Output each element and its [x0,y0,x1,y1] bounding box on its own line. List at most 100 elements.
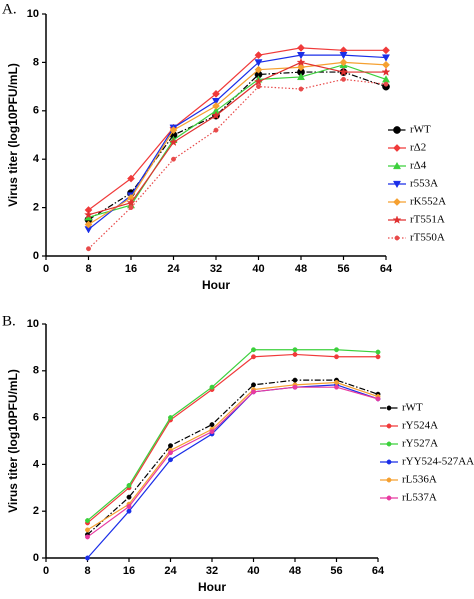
data-point [254,59,263,67]
data-point [381,54,391,62]
data-point [382,46,390,55]
y-tick-label: 2 [33,505,39,517]
y-tick-label: 10 [27,318,39,330]
y-axis-title: Virus titer (log10PFU/mL) [6,63,20,207]
series-line [88,47,386,211]
data-point [85,518,90,524]
legend-marker [386,405,392,411]
legend-label: r553A [410,178,438,190]
series-line [87,353,378,524]
series-line [87,384,379,559]
legend-label: rWT [410,124,431,136]
legend-marker [393,144,401,152]
series-line [88,78,387,250]
x-tick-label: 32 [206,565,218,577]
legend-marker [392,161,402,170]
y-tick-label: 6 [33,105,39,117]
y-tick-label: 8 [33,56,39,68]
data-point [296,57,306,67]
data-point [298,86,304,92]
y-tick-label: 4 [33,153,40,165]
data-point [168,457,173,463]
panel-label: A. [2,1,17,17]
data-point [85,527,90,533]
data-point [169,137,178,147]
data-point [85,534,90,540]
data-point [292,384,298,390]
data-point [209,384,215,390]
data-point [334,380,339,385]
data-point [168,443,173,449]
x-tick-label: 24 [164,565,177,577]
y-tick-label: 6 [33,412,39,424]
data-point [251,347,256,353]
data-point [209,422,215,428]
legend-label: rWT [402,402,423,414]
y-tick-label: 4 [33,458,40,470]
data-point [292,347,298,353]
series-line [87,349,379,522]
series-line [88,54,387,230]
data-point [296,72,306,81]
legend-label: rY527A [402,438,438,450]
data-point [127,174,135,183]
data-point [128,205,134,211]
x-tick-label: 40 [247,565,259,577]
x-tick-label: 56 [337,263,349,275]
x-tick-label: 8 [84,565,90,577]
data-point [171,156,176,162]
y-axis-title: Virus titer (log10PFU/mL) [6,369,20,513]
data-point [341,76,346,82]
y-tick-label: 0 [33,250,39,262]
legend-label: rL537A [402,492,437,504]
x-tick-label: 64 [372,565,385,577]
data-point [297,43,305,52]
data-point [212,89,220,98]
data-point [126,198,136,207]
data-point [375,396,381,402]
series-line [87,381,379,531]
legend-label: rL536A [402,474,437,486]
legend-marker [394,235,400,241]
x-tick-label: 32 [210,263,222,275]
data-point [126,504,132,509]
legend-marker [392,180,402,189]
data-point [254,77,263,86]
data-point [296,52,306,60]
legend-marker [386,459,392,465]
legend-label: rYY524-527AA [402,456,474,468]
data-point [86,246,91,252]
data-point [251,382,256,388]
data-point [334,354,339,360]
data-point [85,555,90,561]
data-point [84,210,93,219]
x-tick-label: 8 [85,263,91,275]
series-line [88,61,386,216]
x-tick-label: 24 [167,263,180,275]
y-tick-label: 8 [33,365,39,377]
data-point [126,494,132,500]
data-point [168,415,173,421]
data-point [212,102,220,110]
data-point [211,97,221,106]
data-point [211,110,221,120]
x-axis-title: Hour [198,580,226,594]
data-point [209,429,215,435]
data-point [256,84,261,90]
data-point [334,347,339,353]
data-point [254,65,263,74]
panel-label: B. [2,313,16,329]
data-point [375,349,381,355]
data-point [381,67,391,76]
data-point [339,58,348,67]
legend-marker [386,477,392,483]
x-tick-label: 48 [289,565,301,577]
legend-label: rY524A [402,420,438,432]
legend-label: rT551A [410,214,445,226]
data-point [292,377,298,383]
series-line [88,64,387,218]
data-point [375,354,381,360]
legend-label: rΔ2 [410,142,426,154]
y-tick-label: 2 [33,202,39,214]
